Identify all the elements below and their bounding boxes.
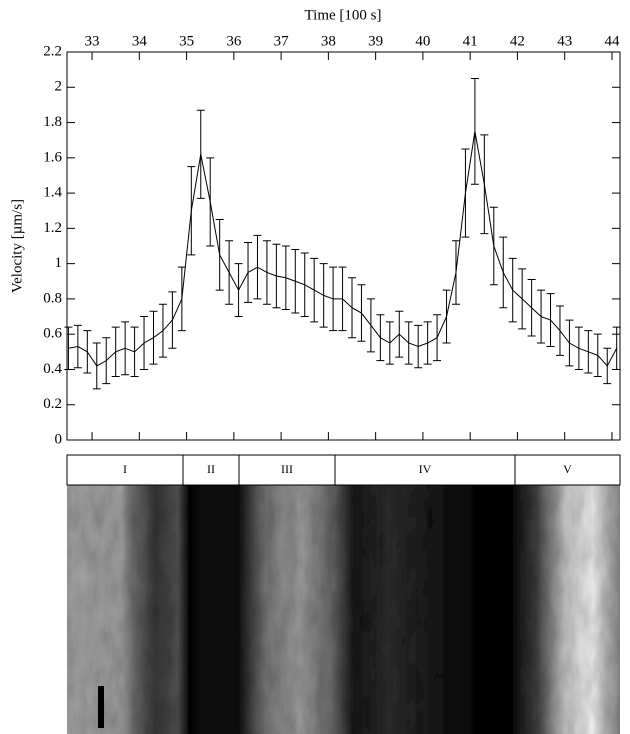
error-bar [244, 241, 253, 303]
error-bar [433, 314, 442, 362]
error-bar [281, 245, 290, 310]
error-bar [537, 289, 546, 344]
band-label: I [123, 462, 127, 476]
error-bar [584, 330, 593, 374]
error-bar [168, 291, 177, 349]
error-bar [187, 166, 196, 256]
y-tick-label: 2.2 [43, 43, 62, 59]
error-bar [546, 293, 555, 348]
error-bar [565, 319, 574, 367]
y-tick-label: 0 [55, 431, 63, 447]
error-bar [442, 289, 451, 344]
x-tick-label: 43 [557, 33, 572, 49]
y-tick-label: 1.4 [43, 185, 62, 201]
band-strip [66, 454, 621, 486]
error-bar [395, 310, 404, 358]
error-bar [348, 277, 357, 339]
x-tick-label: 35 [179, 33, 194, 49]
error-bar [470, 77, 479, 185]
x-tick-label: 38 [321, 33, 336, 49]
y-tick-label: 0.4 [43, 361, 62, 377]
error-bar [451, 240, 460, 305]
y-tick-label: 0.2 [43, 396, 62, 412]
error-bar [527, 279, 536, 337]
error-bar [319, 263, 328, 328]
error-bar [357, 284, 366, 342]
plot-frame [66, 51, 621, 441]
error-bar [83, 330, 92, 374]
error-bar [92, 342, 101, 390]
error-bar [612, 326, 621, 370]
error-bar [206, 157, 215, 247]
error-bar [423, 321, 432, 365]
y-tick-label: 1.6 [43, 149, 62, 165]
kymograph-image [67, 485, 620, 734]
error-bar [593, 333, 602, 378]
error-bar [461, 148, 470, 238]
error-bar [376, 314, 385, 362]
band-label: II [207, 462, 215, 476]
band-label: IV [419, 462, 432, 476]
error-bar [262, 240, 271, 305]
error-bar [291, 249, 300, 314]
error-bar [234, 263, 243, 318]
error-bar [102, 337, 111, 385]
error-bar [73, 324, 82, 369]
error-bar [215, 219, 224, 291]
band-label: III [281, 462, 293, 476]
x-tick-label: 34 [132, 33, 148, 49]
error-bar [414, 324, 423, 369]
error-bar [111, 326, 120, 378]
error-bar [338, 266, 347, 332]
error-bar [130, 326, 139, 378]
y-axis-title: Velocity [µm/s] [9, 199, 25, 293]
x-tick-label: 36 [226, 33, 242, 49]
scale-bar [98, 686, 104, 728]
error-bar [253, 234, 262, 300]
y-tick-label: 1 [55, 255, 63, 271]
error-bar [329, 266, 338, 332]
error-bar [310, 257, 319, 323]
error-bar [158, 303, 167, 358]
y-tick-label: 2 [55, 79, 63, 95]
error-bar [300, 252, 309, 318]
x-tick-label: 42 [510, 33, 525, 49]
error-bar [196, 109, 205, 199]
y-tick-label: 0.8 [43, 290, 62, 306]
band-label: V [563, 462, 572, 476]
error-bar [480, 134, 489, 235]
error-bar [489, 206, 498, 286]
error-bar [64, 326, 73, 370]
error-bar [121, 321, 130, 376]
error-bar [518, 268, 527, 330]
error-bar [508, 257, 517, 323]
x-axis-title: Time [100 s] [305, 7, 382, 23]
error-bar [225, 240, 234, 305]
y-tick-label: 1.8 [43, 114, 62, 130]
error-bar [366, 298, 375, 353]
error-bar [149, 310, 158, 365]
error-bar [574, 326, 583, 370]
error-bar [603, 347, 612, 385]
x-tick-label: 39 [368, 33, 383, 49]
x-tick-label: 33 [85, 33, 100, 49]
y-tick-label: 1.2 [43, 220, 62, 236]
x-tick-label: 41 [463, 33, 478, 49]
x-tick-label: 40 [415, 33, 430, 49]
error-bar [272, 243, 281, 309]
x-tick-label: 37 [274, 33, 290, 49]
error-bar [555, 305, 564, 356]
error-bar [404, 321, 413, 365]
error-bar [177, 266, 186, 332]
error-bar [140, 316, 149, 370]
x-tick-label: 44 [604, 33, 620, 49]
error-bar [385, 321, 394, 365]
error-bar [499, 236, 508, 309]
y-tick-label: 0.6 [43, 326, 62, 342]
